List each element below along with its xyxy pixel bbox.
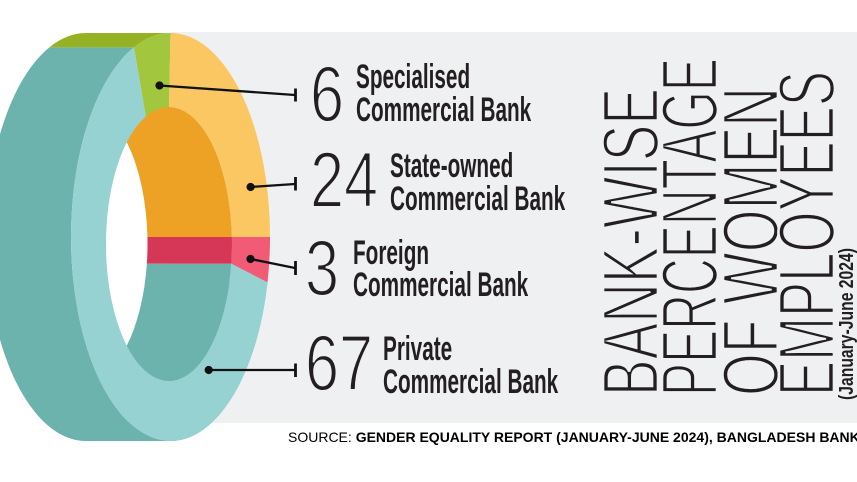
svg-text:OF WOMEN: OF WOMEN	[706, 87, 795, 396]
svg-text:BANK-WISE: BANK-WISE	[586, 88, 675, 396]
svg-text:6: 6	[310, 49, 344, 137]
svg-text:24: 24	[310, 135, 378, 223]
svg-text:67: 67	[305, 318, 373, 406]
svg-text:PERCENTAGE: PERCENTAGE	[645, 58, 734, 396]
svg-text:SOURCE: GENDER EQUALITY REPORT: SOURCE: GENDER EQUALITY REPORT (JANUARY-…	[288, 429, 857, 445]
svg-text:State-owned: State-owned	[390, 147, 513, 184]
svg-text:Commercial Bank: Commercial Bank	[383, 363, 558, 400]
svg-text:(January-June 2024): (January-June 2024)	[836, 248, 857, 400]
svg-text:EMPLOYEES: EMPLOYEES	[762, 71, 851, 396]
svg-text:Commercial Bank: Commercial Bank	[356, 91, 531, 128]
svg-text:Specialised: Specialised	[356, 58, 470, 95]
svg-text:Commercial Bank: Commercial Bank	[353, 266, 528, 303]
svg-text:Private: Private	[383, 330, 452, 367]
svg-text:Foreign: Foreign	[353, 234, 429, 271]
svg-text:3: 3	[305, 223, 339, 311]
svg-text:Commercial Bank: Commercial Bank	[390, 180, 565, 217]
